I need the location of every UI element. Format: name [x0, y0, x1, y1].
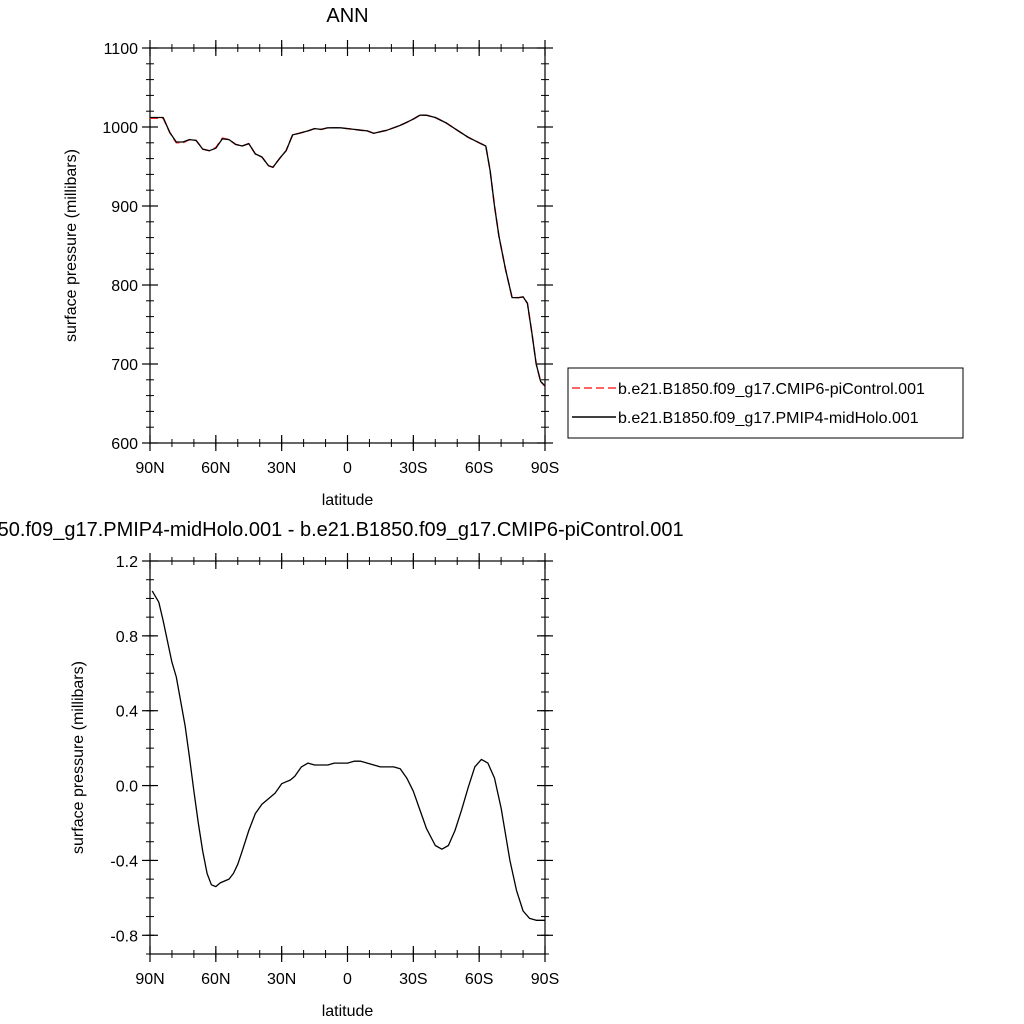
x-tick-label: 90S — [531, 460, 559, 477]
y-tick-label: -0.8 — [110, 928, 138, 945]
y-tick-label: 0.4 — [116, 704, 138, 721]
x-tick-label: 30N — [267, 971, 296, 988]
x-tick-label: 60S — [465, 460, 493, 477]
bottom-panel: 90N 60N 30N 0 30S 60S 90S -0.8 -0.4 0.0 0.4 0.8 1.2 l… — [0, 519, 684, 1020]
y-axis-title: surface pressure (millibars) — [70, 661, 87, 854]
y-tick-label: 1.2 — [116, 554, 138, 571]
chart-title: ANN — [326, 5, 368, 27]
y-tick-label: 800 — [111, 278, 138, 295]
y-tick-label: 0.0 — [116, 779, 138, 796]
y-axis-title: surface pressure (millibars) — [63, 149, 80, 342]
top-panel: 90N 60N 30N 0 30S 60S 90S 600 700 800 900 1000 1100 l… — [63, 5, 964, 509]
chart-title: b.e21.B1850.f09_g17.PMIP4-midHolo.001 - … — [0, 519, 684, 541]
x-tick-label: 90N — [135, 460, 164, 477]
plot-frame — [149, 47, 546, 444]
legend-label-0: b.e21.B1850.f09_g17.CMIP6-piControl.001 — [618, 381, 925, 398]
series-line-0 — [151, 590, 545, 921]
x-tick-label: 90S — [531, 971, 559, 988]
y-tick-label: 1000 — [102, 120, 138, 137]
x-tick-label: 60S — [465, 971, 493, 988]
y-tick-label: 900 — [111, 199, 138, 216]
x-tick-label: 90N — [135, 971, 164, 988]
y-tick-label: 700 — [111, 357, 138, 374]
y-tick-label: 0.8 — [116, 629, 138, 646]
x-tick-label: 30N — [267, 460, 296, 477]
x-tick-label: 30S — [399, 460, 427, 477]
x-tick-label: 30S — [399, 971, 427, 988]
x-tick-label: 0 — [343, 971, 352, 988]
x-tick-label: 60N — [201, 460, 230, 477]
x-tick-label: 0 — [343, 460, 352, 477]
plot-frame — [149, 560, 546, 955]
legend-box — [567, 367, 964, 439]
series-line-1 — [150, 114, 546, 387]
x-axis-title: latitude — [322, 492, 374, 509]
x-tick-label: 60N — [201, 971, 230, 988]
y-tick-label: 1100 — [104, 41, 139, 58]
y-tick-label: 600 — [111, 436, 138, 453]
series-line-0 — [150, 114, 546, 387]
legend-label-1: b.e21.B1850.f09_g17.PMIP4-midHolo.001 — [618, 410, 919, 427]
y-tick-label: -0.4 — [110, 853, 138, 870]
x-axis-title: latitude — [322, 1003, 374, 1020]
